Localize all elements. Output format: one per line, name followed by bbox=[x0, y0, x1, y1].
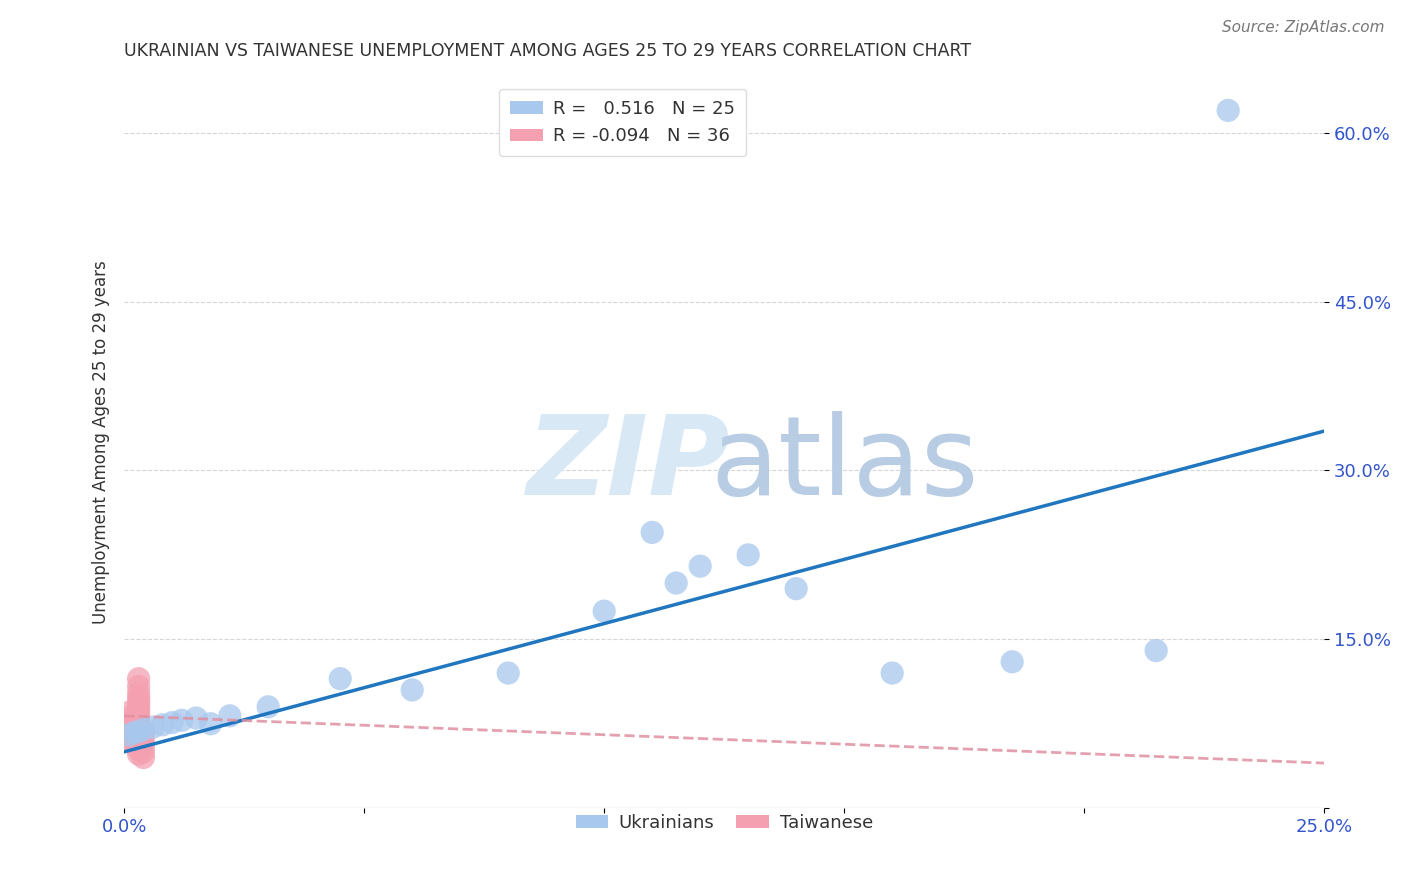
Point bbox=[170, 714, 193, 728]
Point bbox=[118, 728, 141, 742]
Point bbox=[128, 716, 150, 731]
Point bbox=[122, 724, 145, 739]
Point bbox=[128, 706, 150, 720]
Point bbox=[128, 708, 150, 723]
Point bbox=[641, 525, 664, 540]
Point bbox=[200, 716, 222, 731]
Point bbox=[132, 733, 155, 747]
Point bbox=[689, 559, 711, 574]
Point bbox=[152, 718, 174, 732]
Point bbox=[132, 723, 155, 737]
Point bbox=[132, 745, 155, 759]
Point bbox=[128, 690, 150, 705]
Point bbox=[785, 582, 807, 596]
Text: UKRAINIAN VS TAIWANESE UNEMPLOYMENT AMONG AGES 25 TO 29 YEARS CORRELATION CHART: UKRAINIAN VS TAIWANESE UNEMPLOYMENT AMON… bbox=[124, 42, 972, 60]
Point bbox=[128, 739, 150, 754]
Point bbox=[218, 708, 240, 723]
Point bbox=[128, 724, 150, 739]
Point bbox=[329, 672, 352, 686]
Text: Source: ZipAtlas.com: Source: ZipAtlas.com bbox=[1222, 20, 1385, 35]
Point bbox=[496, 666, 519, 681]
Point bbox=[401, 682, 423, 697]
Point bbox=[1218, 103, 1240, 118]
Y-axis label: Unemployment Among Ages 25 to 29 years: Unemployment Among Ages 25 to 29 years bbox=[93, 260, 110, 624]
Point bbox=[132, 739, 155, 754]
Point bbox=[257, 699, 280, 714]
Point bbox=[122, 720, 145, 734]
Point bbox=[118, 733, 141, 747]
Point bbox=[118, 706, 141, 720]
Point bbox=[665, 576, 688, 591]
Point bbox=[128, 702, 150, 716]
Point bbox=[122, 730, 145, 744]
Point bbox=[160, 715, 183, 730]
Point bbox=[128, 747, 150, 761]
Point bbox=[122, 736, 145, 750]
Point bbox=[737, 548, 759, 562]
Point bbox=[128, 736, 150, 750]
Point bbox=[118, 716, 141, 731]
Point bbox=[128, 720, 150, 734]
Point bbox=[132, 750, 155, 764]
Point bbox=[128, 731, 150, 746]
Point bbox=[128, 694, 150, 708]
Point bbox=[122, 714, 145, 728]
Point bbox=[118, 723, 141, 737]
Point bbox=[1001, 655, 1024, 669]
Point bbox=[118, 711, 141, 725]
Point bbox=[142, 720, 165, 734]
Point bbox=[132, 724, 155, 739]
Point bbox=[128, 742, 150, 756]
Point bbox=[128, 714, 150, 728]
Text: atlas: atlas bbox=[710, 411, 979, 517]
Legend: Ukrainians, Taiwanese: Ukrainians, Taiwanese bbox=[568, 807, 880, 839]
Point bbox=[128, 672, 150, 686]
Point bbox=[128, 728, 150, 742]
Point bbox=[186, 711, 208, 725]
Text: ZIP: ZIP bbox=[526, 411, 730, 517]
Point bbox=[593, 604, 616, 618]
Point bbox=[128, 698, 150, 712]
Point bbox=[128, 724, 150, 739]
Point bbox=[122, 725, 145, 739]
Point bbox=[1144, 643, 1167, 657]
Point bbox=[132, 728, 155, 742]
Point bbox=[118, 728, 141, 742]
Point bbox=[128, 680, 150, 694]
Point bbox=[882, 666, 904, 681]
Point bbox=[128, 686, 150, 700]
